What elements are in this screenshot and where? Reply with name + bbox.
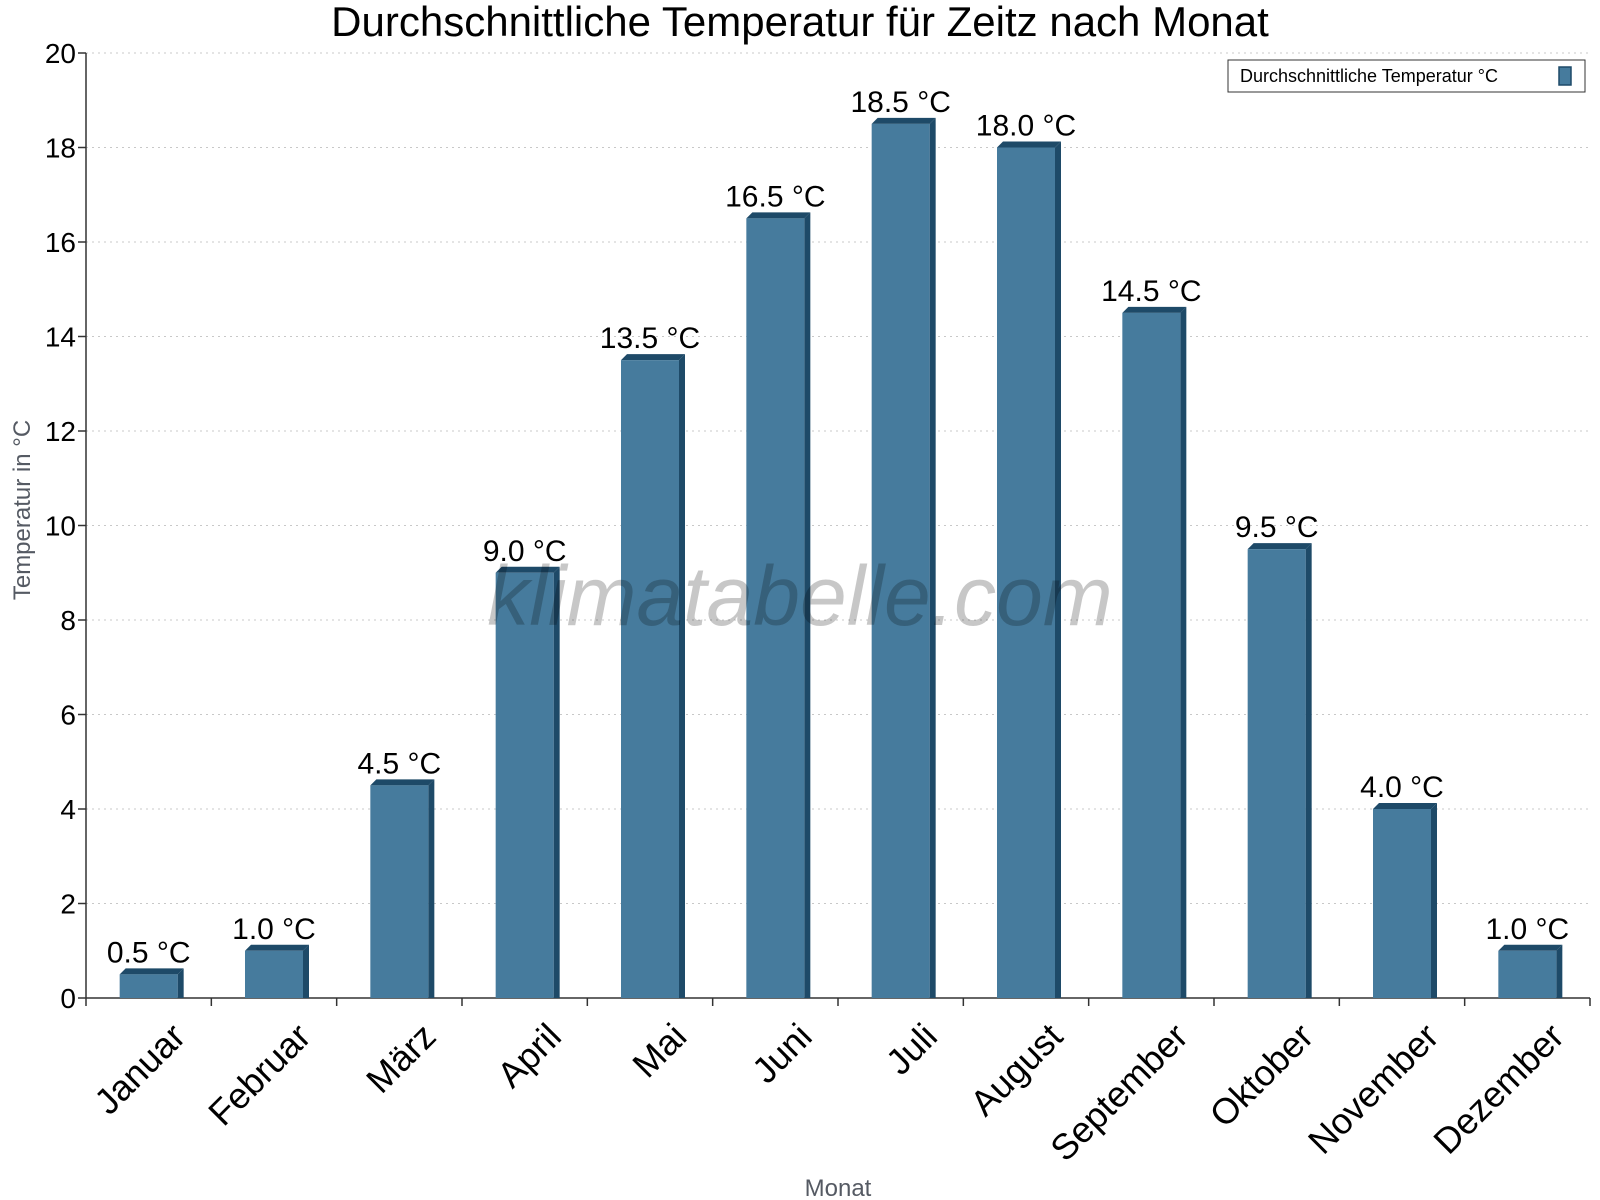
bar-top — [495, 566, 560, 573]
bar-april — [495, 566, 560, 998]
bar-side — [1556, 944, 1563, 998]
y-tick-label: 18 — [45, 133, 76, 164]
bar-side — [553, 566, 560, 998]
data-label: 1.0 °C — [1485, 913, 1569, 946]
bar-februar — [245, 944, 309, 998]
data-label: 1.0 °C — [232, 913, 316, 946]
data-label: 16.5 °C — [725, 180, 825, 213]
bar-front — [997, 147, 1055, 998]
y-tick-label: 12 — [45, 416, 76, 447]
bar-front — [871, 123, 930, 998]
bar-side — [1431, 803, 1437, 998]
bar-side — [804, 212, 811, 998]
legend-entry-label: Durchschnittliche Temperatur °C — [1240, 66, 1498, 86]
bar-side — [1180, 306, 1187, 998]
bar-top — [1247, 543, 1312, 550]
bar-front — [746, 218, 805, 998]
bar-top — [1498, 944, 1563, 951]
bar-side — [428, 779, 435, 998]
data-label: 13.5 °C — [600, 322, 700, 355]
bar-märz — [370, 779, 435, 998]
bar-juni — [746, 212, 811, 998]
data-labels: 0.5 °C 1.0 °C 4.5 °C 9.0 °C 13.5 °C 16.5 °C 18… — [107, 86, 1569, 970]
y-tick-label: 8 — [60, 605, 76, 636]
bar-front — [245, 950, 303, 998]
data-label: 18.5 °C — [850, 86, 950, 119]
y-tick-label: 10 — [45, 511, 76, 542]
bar-top — [119, 968, 184, 975]
bar-front — [495, 572, 554, 998]
bar-september — [1122, 306, 1187, 998]
y-tick-label: 2 — [60, 889, 76, 920]
bar-top — [997, 141, 1061, 148]
bar-front — [1247, 549, 1306, 998]
bar-november — [1373, 803, 1437, 998]
bar-top — [370, 779, 435, 786]
x-tick-label: September — [1042, 1015, 1196, 1169]
bar-top — [245, 944, 309, 951]
bar-top — [871, 117, 936, 124]
bar-front — [1373, 809, 1431, 998]
x-tick-label: Oktober — [1201, 1015, 1321, 1135]
bar-side — [1305, 543, 1312, 998]
x-tick-label: November — [1300, 1015, 1446, 1161]
bar-dezember — [1498, 944, 1563, 998]
bar-front — [1122, 312, 1181, 998]
bar-side — [303, 944, 309, 998]
y-tick-label: 20 — [45, 38, 76, 69]
x-tick-label: Juni — [744, 1015, 820, 1091]
bar-front — [370, 785, 429, 998]
bar-oktober — [1247, 543, 1312, 998]
x-tick-label: August — [962, 1015, 1070, 1123]
y-tick-label: 6 — [60, 700, 76, 731]
x-tick-label: Januar — [86, 1015, 193, 1122]
x-tick-label: März — [358, 1015, 444, 1101]
bar-side — [929, 117, 936, 998]
bar-top — [1122, 306, 1187, 313]
axes — [78, 52, 1591, 1006]
bar-top — [1373, 803, 1437, 809]
x-tick-label: April — [489, 1015, 569, 1095]
x-tick-label: Mai — [624, 1015, 694, 1085]
bar-top — [746, 212, 811, 219]
y-tick-label: 4 — [60, 794, 76, 825]
bar-front — [119, 974, 178, 998]
x-axis-label: Monat — [805, 1175, 872, 1200]
x-tick-labels: Januar Februar März April Mai Juni Juli AugustS… — [86, 1015, 1572, 1169]
data-label: 9.0 °C — [483, 535, 567, 568]
x-tick-label: Dezember — [1425, 1015, 1571, 1161]
data-label: 9.5 °C — [1235, 511, 1319, 544]
bar-top — [621, 354, 685, 361]
bar-side — [679, 354, 685, 998]
chart-title: Durchschnittliche Temperatur für Zeitz n… — [331, 0, 1269, 45]
bar-august — [997, 141, 1061, 998]
legend-box — [1227, 59, 1586, 93]
x-tick-label: Juli — [878, 1015, 945, 1082]
bar-front — [1498, 950, 1557, 998]
x-tick-label: Februar — [200, 1015, 318, 1133]
bar-side — [177, 968, 184, 998]
bar-juli — [871, 117, 936, 998]
bar-januar — [119, 968, 184, 998]
bars — [119, 117, 1563, 998]
bar-side — [1055, 141, 1061, 998]
watermark-text: klimatabelle.com — [487, 549, 1113, 643]
y-tick-label: 0 — [60, 983, 76, 1014]
data-label: 0.5 °C — [107, 936, 191, 969]
y-tick-labels: 0 2 4 6 8 10 12 14 16 18 20 — [45, 38, 76, 1014]
legend: Durchschnittliche Temperatur °C — [1227, 59, 1586, 93]
bar-mai — [621, 354, 685, 998]
data-label: 14.5 °C — [1101, 275, 1201, 308]
bar-front — [621, 360, 679, 998]
legend-swatch — [1558, 66, 1572, 86]
data-label: 4.5 °C — [357, 747, 441, 780]
y-tick-label: 14 — [45, 322, 76, 353]
y-axis-label: Temperatur in °C — [9, 420, 36, 600]
data-label: 4.0 °C — [1360, 771, 1444, 804]
data-label: 18.0 °C — [976, 110, 1076, 143]
y-tick-label: 16 — [45, 227, 76, 258]
